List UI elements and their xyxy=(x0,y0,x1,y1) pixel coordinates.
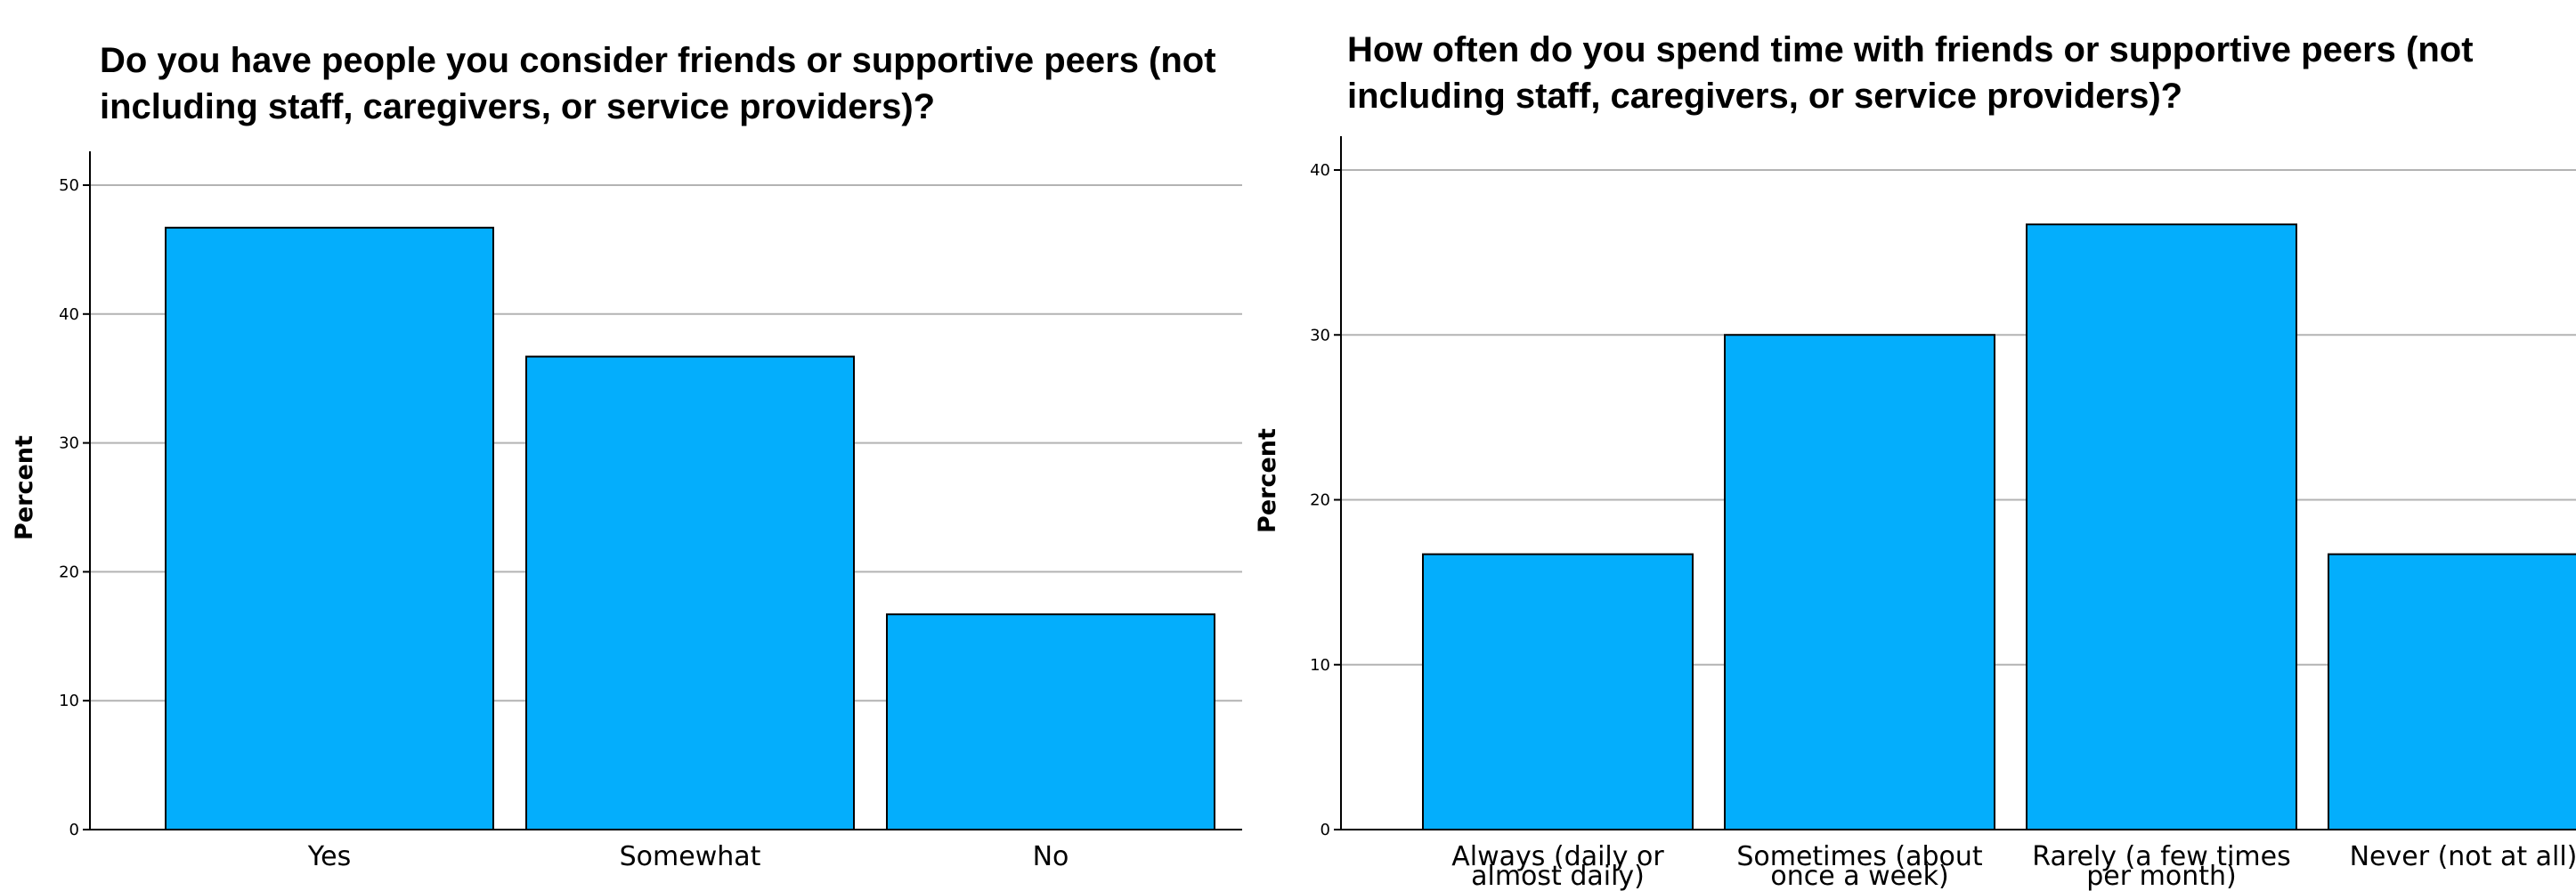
bar xyxy=(886,613,1215,831)
bar xyxy=(1422,553,1694,830)
x-category-label: Somewhat xyxy=(620,841,761,872)
bars xyxy=(165,226,1215,831)
chart-title: Do you have people you consider friends … xyxy=(100,41,1216,126)
y-tick-label: 50 xyxy=(59,176,79,195)
x-axis-category-labels: Yes Somewhat No xyxy=(307,841,1069,872)
y-tick-label: 20 xyxy=(59,563,79,581)
x-category-label: No xyxy=(1033,841,1069,872)
y-tick-label: 40 xyxy=(59,305,79,324)
bars xyxy=(1422,223,2576,830)
x-category-label: Sometimes (about once a week) xyxy=(1736,841,1983,891)
y-tick-label: 10 xyxy=(1310,656,1330,675)
x-category-label: Never (not at all) xyxy=(2350,841,2576,872)
y-tick-label: 30 xyxy=(59,434,79,453)
x-category-label: Yes xyxy=(307,841,351,872)
x-axis-category-labels: Always (daily or almost daily) Sometimes (… xyxy=(1451,841,2576,891)
y-tick-label: 10 xyxy=(59,692,79,710)
y-tick-label: 30 xyxy=(1310,326,1330,344)
chart-title: How often do you spend time with friends… xyxy=(1347,30,2474,116)
bar-chart-plot: 0 10 20 30 40 50 Yes Somewhat No Percent xyxy=(11,151,1242,872)
x-category-label: Always (daily or almost daily) xyxy=(1451,841,1664,891)
bar xyxy=(165,226,494,830)
y-axis-label: Percent xyxy=(1255,428,1281,533)
y-tick-label: 0 xyxy=(1321,821,1330,839)
bar xyxy=(525,355,855,831)
y-tick-label: 0 xyxy=(69,821,79,839)
chart-time-with-friends-frequency: How often do you spend time with friends… xyxy=(1255,0,2576,891)
x-category-label: Rarely (a few times per month) xyxy=(2032,841,2290,891)
y-tick-label: 20 xyxy=(1310,491,1330,510)
bar xyxy=(2328,553,2576,830)
y-tick-label: 40 xyxy=(1310,161,1330,180)
chart-friends-or-supportive-peers: Do you have people you consider friends … xyxy=(0,0,1255,891)
bar xyxy=(1724,334,1995,830)
bar xyxy=(2026,223,2297,830)
bar-chart-plot: 0 10 20 30 40 Always (daily or almost daily) So… xyxy=(1255,136,2576,891)
y-axis-ticks: 0 10 20 30 40 xyxy=(1310,161,1341,839)
y-axis-ticks: 0 10 20 30 40 50 xyxy=(59,176,90,839)
y-axis-label: Percent xyxy=(11,435,38,540)
